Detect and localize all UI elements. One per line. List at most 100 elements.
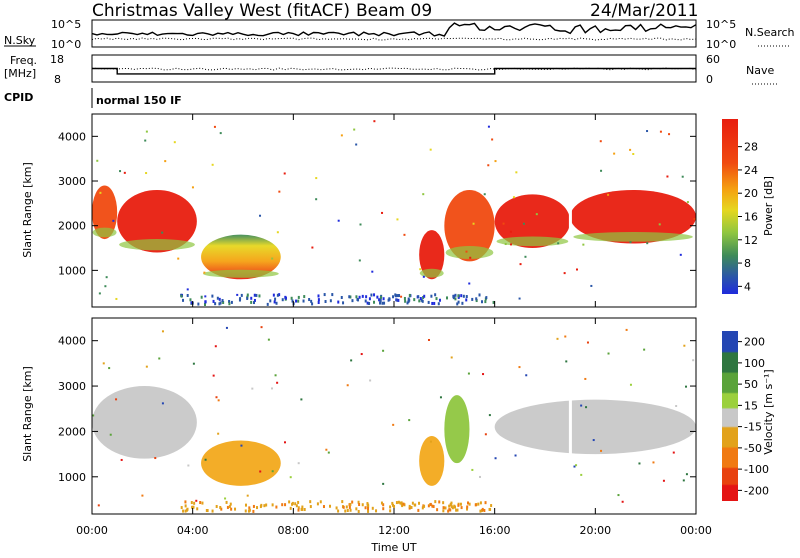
freq-tick-top: 18 — [50, 53, 64, 66]
ground-scatter — [407, 300, 410, 304]
scatter-speckle — [211, 163, 214, 166]
scatter-speckle — [629, 148, 632, 151]
scatter-speckle — [419, 268, 422, 271]
scatter-speckle — [267, 338, 270, 341]
ground-scatter — [308, 298, 311, 302]
ground-scatter — [401, 504, 404, 508]
scatter-speckle — [283, 172, 286, 175]
ground-scatter — [246, 293, 249, 297]
ground-scatter — [196, 507, 199, 511]
ground-scatter — [421, 299, 424, 303]
ground-scatter — [408, 293, 411, 297]
ground-scatter — [366, 301, 369, 305]
ground-scatter — [367, 507, 370, 511]
scatter-speckle — [340, 134, 343, 137]
ground-scatter — [456, 302, 459, 306]
ground-scatter — [258, 294, 261, 298]
scatter-region — [494, 194, 571, 249]
ground-scatter — [379, 298, 382, 302]
scatter-speckle — [109, 433, 112, 436]
freq-tick-bottom: 8 — [54, 73, 61, 86]
ground-scatter — [278, 293, 281, 297]
ground-scatter — [337, 509, 340, 513]
ground-scatter — [457, 503, 460, 507]
ground-scatter — [186, 293, 189, 297]
ground-scatter — [329, 299, 332, 303]
ground-scatter — [310, 299, 313, 303]
scatter-region-edge — [573, 232, 693, 242]
scatter-speckle — [112, 219, 115, 222]
scatter-speckle — [488, 414, 491, 417]
ground-scatter — [212, 299, 215, 303]
ground-scatter — [275, 505, 278, 509]
scatter-region-edge — [203, 269, 279, 278]
ground-scatter — [461, 301, 464, 305]
scatter-speckle — [592, 439, 595, 442]
ground-scatter — [449, 502, 452, 506]
scatter-speckle — [683, 344, 686, 347]
scatter-speckle — [693, 217, 696, 220]
cpid-label: CPID — [4, 91, 33, 104]
scatter-speckle — [682, 479, 685, 482]
scatter-speckle — [502, 222, 505, 225]
scatter-speckle — [662, 479, 665, 482]
ground-scatter — [466, 501, 469, 505]
scatter-speckle — [646, 242, 649, 245]
ground-scatter — [303, 508, 306, 512]
ground-scatter — [417, 295, 420, 299]
ground-scatter — [204, 302, 207, 306]
scatter-speckle — [471, 468, 474, 471]
ground-scatter — [255, 293, 258, 297]
power-colorbar-label: Power [dB] — [762, 176, 775, 236]
scatter-speckle — [487, 164, 490, 167]
ground-scatter — [244, 503, 247, 507]
scatter-speckle — [668, 133, 671, 136]
ground-scatter — [297, 506, 300, 510]
scatter-speckle — [204, 458, 207, 461]
ground-scatter — [398, 294, 401, 298]
scatter-speckle — [260, 326, 263, 329]
nsky-frame — [91, 19, 697, 48]
ground-scatter — [295, 504, 298, 508]
ground-scatter — [442, 501, 445, 505]
ground-scatter — [309, 500, 312, 504]
nsky-strip: N.Sky 10^5 10^0 10^5 10^0 N.Search — [4, 18, 795, 51]
scatter-speckle — [617, 494, 620, 497]
ground-scatter — [427, 300, 430, 304]
ground-scatter — [229, 502, 232, 506]
scatter-speckle — [514, 454, 517, 457]
scatter-speckle — [575, 464, 578, 467]
ground-scatter — [190, 301, 193, 305]
scatter-speckle — [580, 404, 583, 407]
ground-scatter — [392, 295, 395, 299]
ground-scatter — [276, 293, 279, 297]
ground-scatter — [214, 302, 217, 306]
scatter-speckle — [491, 138, 494, 141]
scatter-speckle — [145, 172, 148, 175]
y-tick-label: 1000 — [58, 264, 86, 277]
ground-scatter — [253, 301, 256, 305]
ground-scatter — [396, 298, 399, 302]
ground-scatter — [367, 509, 370, 513]
ground-scatter — [403, 296, 406, 300]
ground-scatter — [477, 502, 480, 506]
ground-scatter — [368, 301, 371, 305]
scatter-speckle — [564, 335, 567, 338]
ground-scatter — [197, 302, 200, 306]
ground-scatter — [429, 502, 432, 506]
ground-scatter — [351, 299, 354, 303]
scatter-speckle — [556, 337, 559, 340]
ground-scatter — [323, 293, 326, 297]
scatter-speckle — [685, 385, 688, 388]
ground-scatter — [357, 509, 360, 513]
ground-scatter — [422, 295, 425, 299]
ground-scatter — [348, 505, 351, 509]
scatter-speckle — [213, 125, 216, 128]
ground-scatter — [226, 505, 229, 509]
scatter-speckle — [509, 230, 512, 233]
ground-scatter — [406, 301, 409, 305]
colorbar-tick-label: 24 — [744, 164, 758, 177]
ground-scatter — [294, 502, 297, 506]
colorbar-tick-label: -15 — [744, 421, 762, 434]
